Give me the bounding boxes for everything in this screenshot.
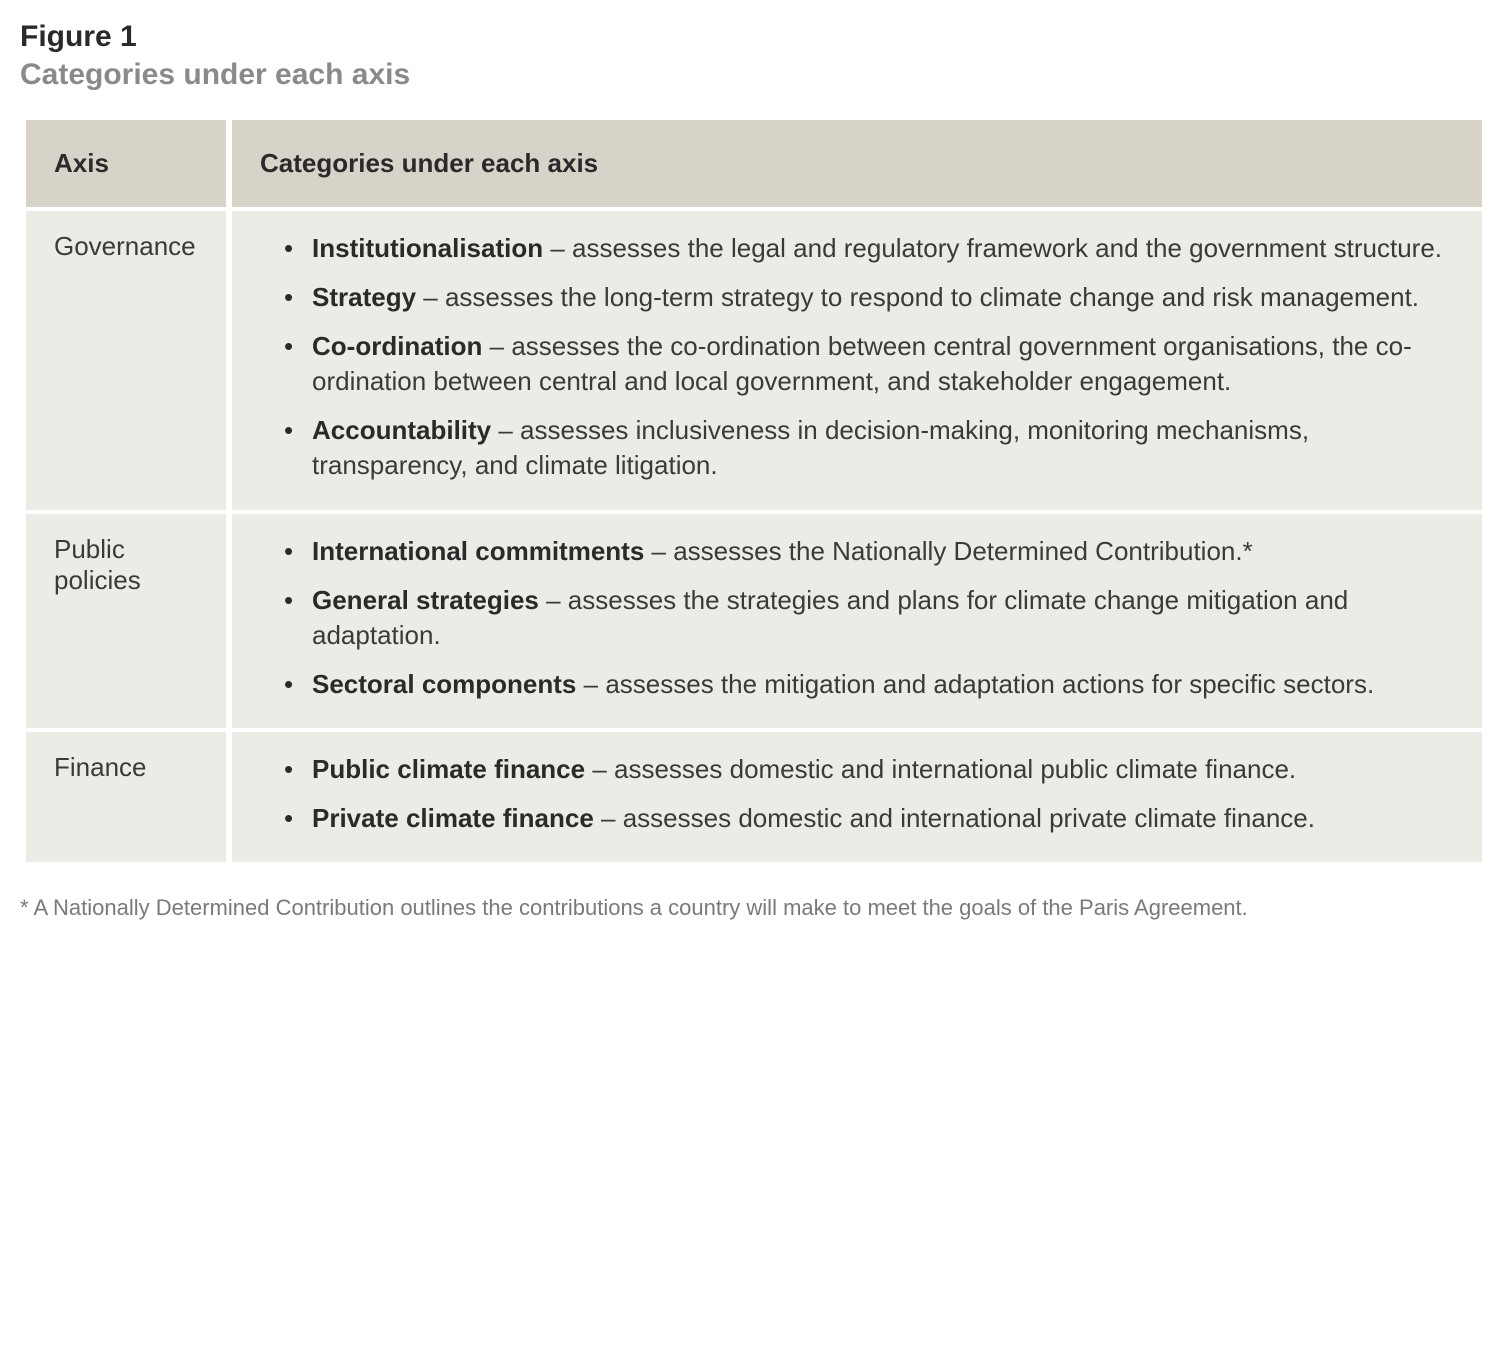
list-item: Accountability – assesses inclusiveness … [284,413,1454,483]
list-item: Public climate finance – assesses domest… [284,752,1454,787]
list-item: Sectoral components – assesses the mitig… [284,667,1454,702]
axis-cell: Public policies [26,510,226,728]
category-desc: – assesses domestic and international pr… [594,803,1315,833]
category-desc: – assesses domestic and international pu… [585,754,1296,784]
category-list: Public climate finance – assesses domest… [260,752,1454,836]
list-item: Co-ordination – assesses the co-ordinati… [284,329,1454,399]
axis-cell: Governance [26,207,226,510]
table-row: Finance Public climate finance – assesse… [26,728,1482,862]
table-row: Public policies International commitment… [26,510,1482,728]
category-term: Sectoral components [312,669,576,699]
category-term: Private climate finance [312,803,594,833]
category-term: General strategies [312,585,539,615]
category-term: Institutionalisation [312,233,543,263]
categories-cell: Public climate finance – assesses domest… [232,728,1482,862]
axis-cell: Finance [26,728,226,862]
figure-title: Categories under each axis [20,58,1488,92]
list-item: International commitments – assesses the… [284,534,1454,569]
list-item: General strategies – assesses the strate… [284,583,1454,653]
table-header-row: Axis Categories under each axis [26,120,1482,207]
category-term: Co-ordination [312,331,482,361]
header-axis: Axis [26,120,226,207]
figure-label: Figure 1 [20,20,1488,54]
categories-cell: International commitments – assesses the… [232,510,1482,728]
category-term: Public climate finance [312,754,585,784]
header-categories: Categories under each axis [232,120,1482,207]
category-term: Strategy [312,282,416,312]
list-item: Institutionalisation – assesses the lega… [284,231,1454,266]
category-term: International commitments [312,536,644,566]
category-desc: – assesses the long-term strategy to res… [416,282,1419,312]
list-item: Strategy – assesses the long-term strate… [284,280,1454,315]
category-desc: – assesses the legal and regulatory fram… [543,233,1442,263]
category-desc: – assesses the mitigation and adaptation… [576,669,1374,699]
categories-cell: Institutionalisation – assesses the lega… [232,207,1482,510]
category-list: International commitments – assesses the… [260,534,1454,702]
footnote: * A Nationally Determined Contribution o… [20,890,1488,925]
list-item: Private climate finance – assesses domes… [284,801,1454,836]
categories-table: Axis Categories under each axis Governan… [20,120,1488,862]
category-term: Accountability [312,415,491,445]
table-row: Governance Institutionalisation – assess… [26,207,1482,510]
category-list: Institutionalisation – assesses the lega… [260,231,1454,484]
category-desc: – assesses the Nationally Determined Con… [644,536,1252,566]
